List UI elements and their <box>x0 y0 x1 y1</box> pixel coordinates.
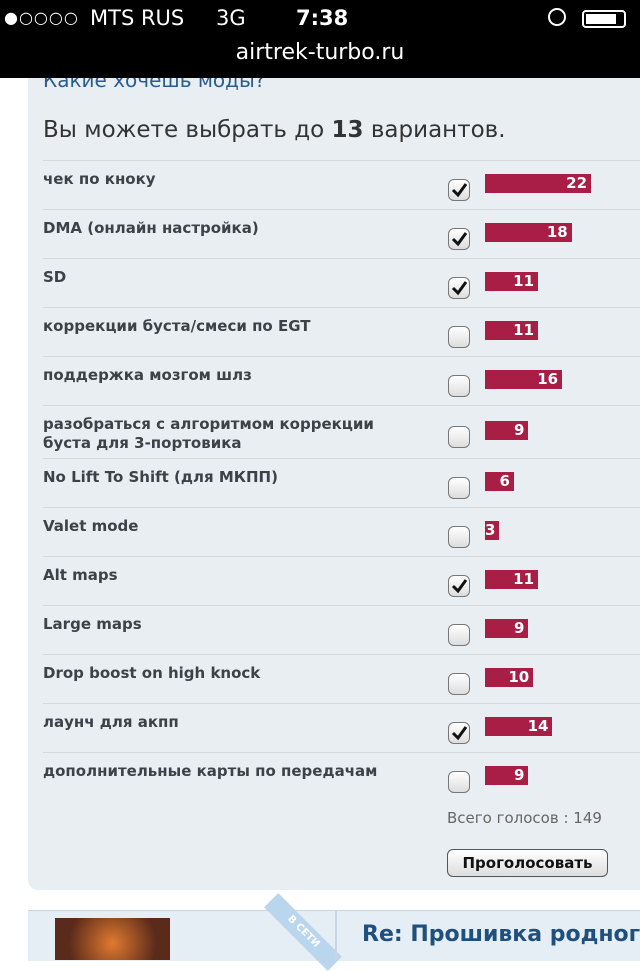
option-checkbox[interactable] <box>448 276 470 299</box>
vote-count: 6 <box>499 471 510 490</box>
status-bar: ●○○○○ MTS RUS 3G 7:38 airtrek-turbo.ru <box>0 0 640 78</box>
checkmark <box>451 231 468 246</box>
poll-option: лаунч для акпп 14 <box>43 703 640 753</box>
vote-button[interactable]: Проголосовать <box>447 849 608 877</box>
option-label: SD <box>43 268 67 286</box>
limit-number: 13 <box>331 117 364 143</box>
poll-panel <box>28 60 640 890</box>
time: 7:38 <box>296 6 349 30</box>
option-checkbox[interactable] <box>448 672 470 695</box>
option-label: лаунч для акпп <box>43 713 179 731</box>
checkmark <box>451 725 468 740</box>
limit-suffix: вариантов. <box>370 117 506 143</box>
vote-count: 14 <box>527 716 549 735</box>
signal: ●○○○○ <box>4 8 79 27</box>
vote-count: 11 <box>513 569 535 588</box>
poll-option: Valet mode 3 <box>43 507 640 557</box>
option-label: DMA (онлайн настройка) <box>43 219 259 237</box>
vote-bar: 6 <box>485 471 514 491</box>
option-checkbox[interactable] <box>448 525 470 548</box>
option-label: Drop boost on high knock <box>43 664 261 682</box>
vote-bar: 9 <box>485 765 529 785</box>
vote-bar: 9 <box>485 618 529 638</box>
poll-option: DMA (онлайн настройка) 18 <box>43 209 640 259</box>
option-label: Large maps <box>43 615 142 633</box>
poll-option: разобраться с алгоритмом коррекции буста… <box>43 405 640 459</box>
checkmark <box>451 182 468 197</box>
limit-prefix: Вы можете выбрать до <box>43 117 325 143</box>
vote-bar: 10 <box>485 667 534 687</box>
option-checkbox[interactable] <box>448 721 470 744</box>
option-checkbox[interactable] <box>448 476 470 499</box>
vote-bar: 9 <box>485 420 529 440</box>
vote-count: 18 <box>546 222 568 241</box>
vote-bar: 14 <box>485 716 553 736</box>
vote-bar: 11 <box>485 271 539 291</box>
poll-option: Drop boost on high knock 10 <box>43 654 640 704</box>
vote-count: 11 <box>513 320 535 339</box>
vote-count: 3 <box>485 520 496 539</box>
post-title[interactable]: Re: Прошивка родного <box>362 922 640 947</box>
poll-option: Alt maps 11 <box>43 556 640 606</box>
option-checkbox[interactable] <box>448 425 470 448</box>
option-label: поддержка мозгом шлз <box>43 366 252 384</box>
option-checkbox[interactable] <box>448 574 470 597</box>
poll-option: коррекции буста/смеси по EGT 11 <box>43 307 640 357</box>
avatar <box>55 918 170 960</box>
vote-count: 9 <box>513 420 525 439</box>
poll-option: поддержка мозгом шлз 16 <box>43 356 640 406</box>
option-label: разобраться с алгоритмом коррекции буста… <box>43 415 374 452</box>
option-checkbox[interactable] <box>448 623 470 646</box>
network: 3G <box>216 6 246 30</box>
checkmark <box>451 280 468 295</box>
alarm-icon <box>548 8 566 26</box>
url[interactable]: airtrek-turbo.ru <box>235 40 405 65</box>
carrier: MTS RUS <box>90 6 185 30</box>
poll-option: SD 11 <box>43 258 640 308</box>
vote-count: 10 <box>508 667 530 686</box>
option-checkbox[interactable] <box>448 374 470 397</box>
option-label: коррекции буста/смеси по EGT <box>43 317 311 335</box>
vote-count: 9 <box>513 765 525 784</box>
option-checkbox[interactable] <box>448 325 470 348</box>
divider <box>335 910 337 960</box>
option-label: No Lift To Shift (для МКПП) <box>43 468 278 486</box>
option-label: дополнительные карты по передачам <box>43 762 378 780</box>
poll-option: чек по кноку 22 <box>43 160 640 210</box>
vote-bar: 11 <box>485 320 539 340</box>
poll-limit: Вы можете выбрать до 13 вариантов. <box>43 117 506 143</box>
vote-bar: 11 <box>485 569 539 589</box>
vote-count: 9 <box>513 618 525 637</box>
option-label: Alt maps <box>43 566 118 584</box>
poll-option: Large maps 9 <box>43 605 640 655</box>
poll-total: Всего голосов : 149 <box>447 809 602 827</box>
poll-option: дополнительные карты по передачам 9 <box>43 752 640 802</box>
option-checkbox[interactable] <box>448 770 470 793</box>
total-label: Всего голосов : <box>447 809 569 827</box>
vote-bar: 22 <box>485 173 592 193</box>
total-value: 149 <box>573 809 602 827</box>
option-label: Valet mode <box>43 517 139 535</box>
vote-bar: 18 <box>485 222 572 242</box>
vote-bar: 16 <box>485 369 563 389</box>
option-checkbox[interactable] <box>448 227 470 250</box>
option-checkbox[interactable] <box>448 178 470 201</box>
vote-bar: 3 <box>485 520 500 540</box>
battery <box>582 10 626 28</box>
poll-option: No Lift To Shift (для МКПП) 6 <box>43 458 640 508</box>
checkmark <box>451 578 468 593</box>
option-label: чек по кноку <box>43 170 156 188</box>
vote-count: 11 <box>513 271 535 290</box>
vote-count: 16 <box>537 369 559 388</box>
vote-count: 22 <box>566 173 588 192</box>
